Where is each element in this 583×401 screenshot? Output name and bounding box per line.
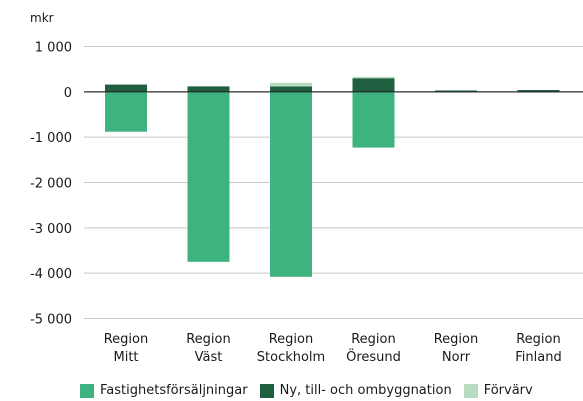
- x-category-label: Region: [351, 332, 396, 347]
- bar-segment: [352, 78, 395, 92]
- x-category-label: Stockholm: [257, 350, 325, 365]
- x-category-label: Region: [269, 332, 314, 347]
- legend-item-nybyggnation: Ny, till- och ombyggnation: [259, 383, 452, 398]
- bar-segment: [105, 91, 147, 132]
- x-category-label: Region: [104, 332, 149, 347]
- y-axis-unit-label: mkr: [30, 11, 54, 25]
- x-category-label: Region: [516, 332, 561, 347]
- bar-segment: [270, 86, 312, 92]
- y-tick-label: -5 000: [30, 313, 72, 328]
- x-category-label: Finland: [515, 350, 561, 365]
- legend: Fastighetsförsäljningar Ny, till- och om…: [80, 383, 545, 398]
- gridlines: [84, 46, 583, 319]
- y-axis-tick-labels: 1 000 0 -1 000 -2 000 -3 000 -4 000 -5 000: [30, 41, 72, 328]
- x-category-label: Norr: [442, 350, 471, 365]
- legend-label: Förvärv: [483, 383, 533, 398]
- x-category-label: Väst: [195, 350, 223, 365]
- legend-label: Fastighetsförsäljningar: [100, 383, 248, 398]
- bar-segment: [187, 86, 230, 92]
- bar-segment: [517, 90, 560, 92]
- bar-segment: [187, 91, 230, 262]
- x-axis-category-labels: Region Mitt Region Väst Region Stockholm Regio…: [104, 332, 562, 365]
- legend-swatch: [259, 383, 274, 398]
- y-tick-label: 0: [64, 86, 72, 101]
- bar-segment: [352, 91, 395, 148]
- bars: [84, 76, 583, 277]
- legend-item-forvarv: Förvärv: [463, 383, 533, 398]
- bar-segment: [352, 76, 395, 79]
- legend-swatch: [463, 383, 478, 398]
- x-category-label: Mitt: [113, 350, 138, 365]
- x-category-label: Region: [434, 332, 479, 347]
- legend-swatch: [80, 383, 94, 398]
- y-tick-label: -1 000: [30, 131, 72, 146]
- x-category-label: Öresund: [346, 348, 401, 365]
- legend-item-fastighetsforsaljningar: Fastighetsförsäljningar: [80, 383, 248, 398]
- y-tick-label: -3 000: [30, 222, 72, 237]
- x-category-label: Region: [186, 332, 231, 347]
- y-tick-label: -2 000: [30, 177, 72, 192]
- bar-segment: [435, 90, 477, 92]
- bar-segment: [270, 91, 312, 277]
- bar-segment: [270, 82, 312, 87]
- y-tick-label: -4 000: [30, 267, 72, 282]
- legend-label: Ny, till- och ombyggnation: [279, 383, 452, 398]
- y-tick-label: 1 000: [35, 41, 72, 56]
- bar-segment: [105, 84, 147, 92]
